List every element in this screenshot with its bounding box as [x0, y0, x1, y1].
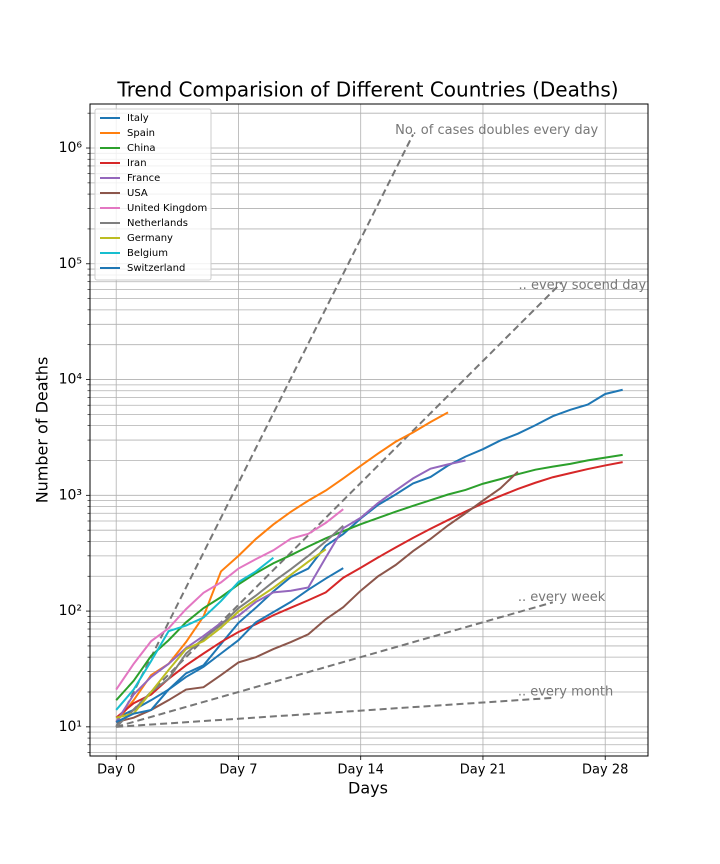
legend-label: Iran — [127, 158, 147, 169]
x-tick-label: Day 14 — [338, 763, 384, 778]
reference-line — [115, 281, 563, 728]
reference-line — [116, 696, 553, 728]
legend-label: Switzerland — [127, 263, 185, 274]
x-tick-label: Day 7 — [219, 763, 257, 778]
y-axis-label: Number of Deaths — [33, 357, 52, 504]
legend-label: France — [127, 173, 160, 184]
series-line — [115, 388, 623, 719]
legend-label: Belgium — [127, 248, 168, 259]
reference-label: .. every month — [518, 684, 613, 699]
series-line — [115, 567, 344, 723]
reference-line — [115, 601, 554, 728]
chart-title: Trend Comparision of Different Countries… — [116, 78, 618, 102]
legend-label: Spain — [127, 128, 155, 139]
x-tick-label: Day 28 — [582, 763, 628, 778]
y-tick-label: 10² — [59, 603, 82, 619]
y-tick-label: 10¹ — [59, 719, 82, 735]
reference-label: No. of cases doubles every day — [395, 123, 598, 138]
series-line — [115, 459, 466, 723]
y-tick-label: 10³ — [59, 487, 82, 503]
y-tick-label: 10⁶ — [59, 140, 83, 156]
plot-frame — [89, 103, 649, 757]
plot-area — [115, 133, 623, 728]
series-line — [115, 548, 327, 719]
reference-label: .. every week — [518, 590, 606, 605]
series-line — [115, 508, 344, 691]
series-line — [115, 453, 623, 701]
legend-label: USA — [127, 188, 148, 199]
legend-label: Netherlands — [127, 218, 188, 229]
reference-label: .. every socend day — [519, 278, 647, 293]
x-tick-label: Day 0 — [97, 763, 135, 778]
y-tick-label: 10⁵ — [59, 256, 82, 272]
x-axis-label: Days — [348, 779, 388, 798]
legend-label: United Kingdom — [127, 203, 207, 214]
series-line — [115, 470, 519, 724]
x-tick-label: Day 21 — [460, 763, 506, 778]
legend-box — [94, 108, 212, 281]
y-tick-label: 10⁴ — [59, 372, 83, 388]
reference-line — [115, 133, 414, 728]
legend-label: China — [127, 143, 156, 154]
series-line — [115, 556, 274, 711]
legend-label: Italy — [127, 113, 149, 124]
series-line — [115, 461, 623, 719]
legend-label: Germany — [127, 233, 173, 244]
